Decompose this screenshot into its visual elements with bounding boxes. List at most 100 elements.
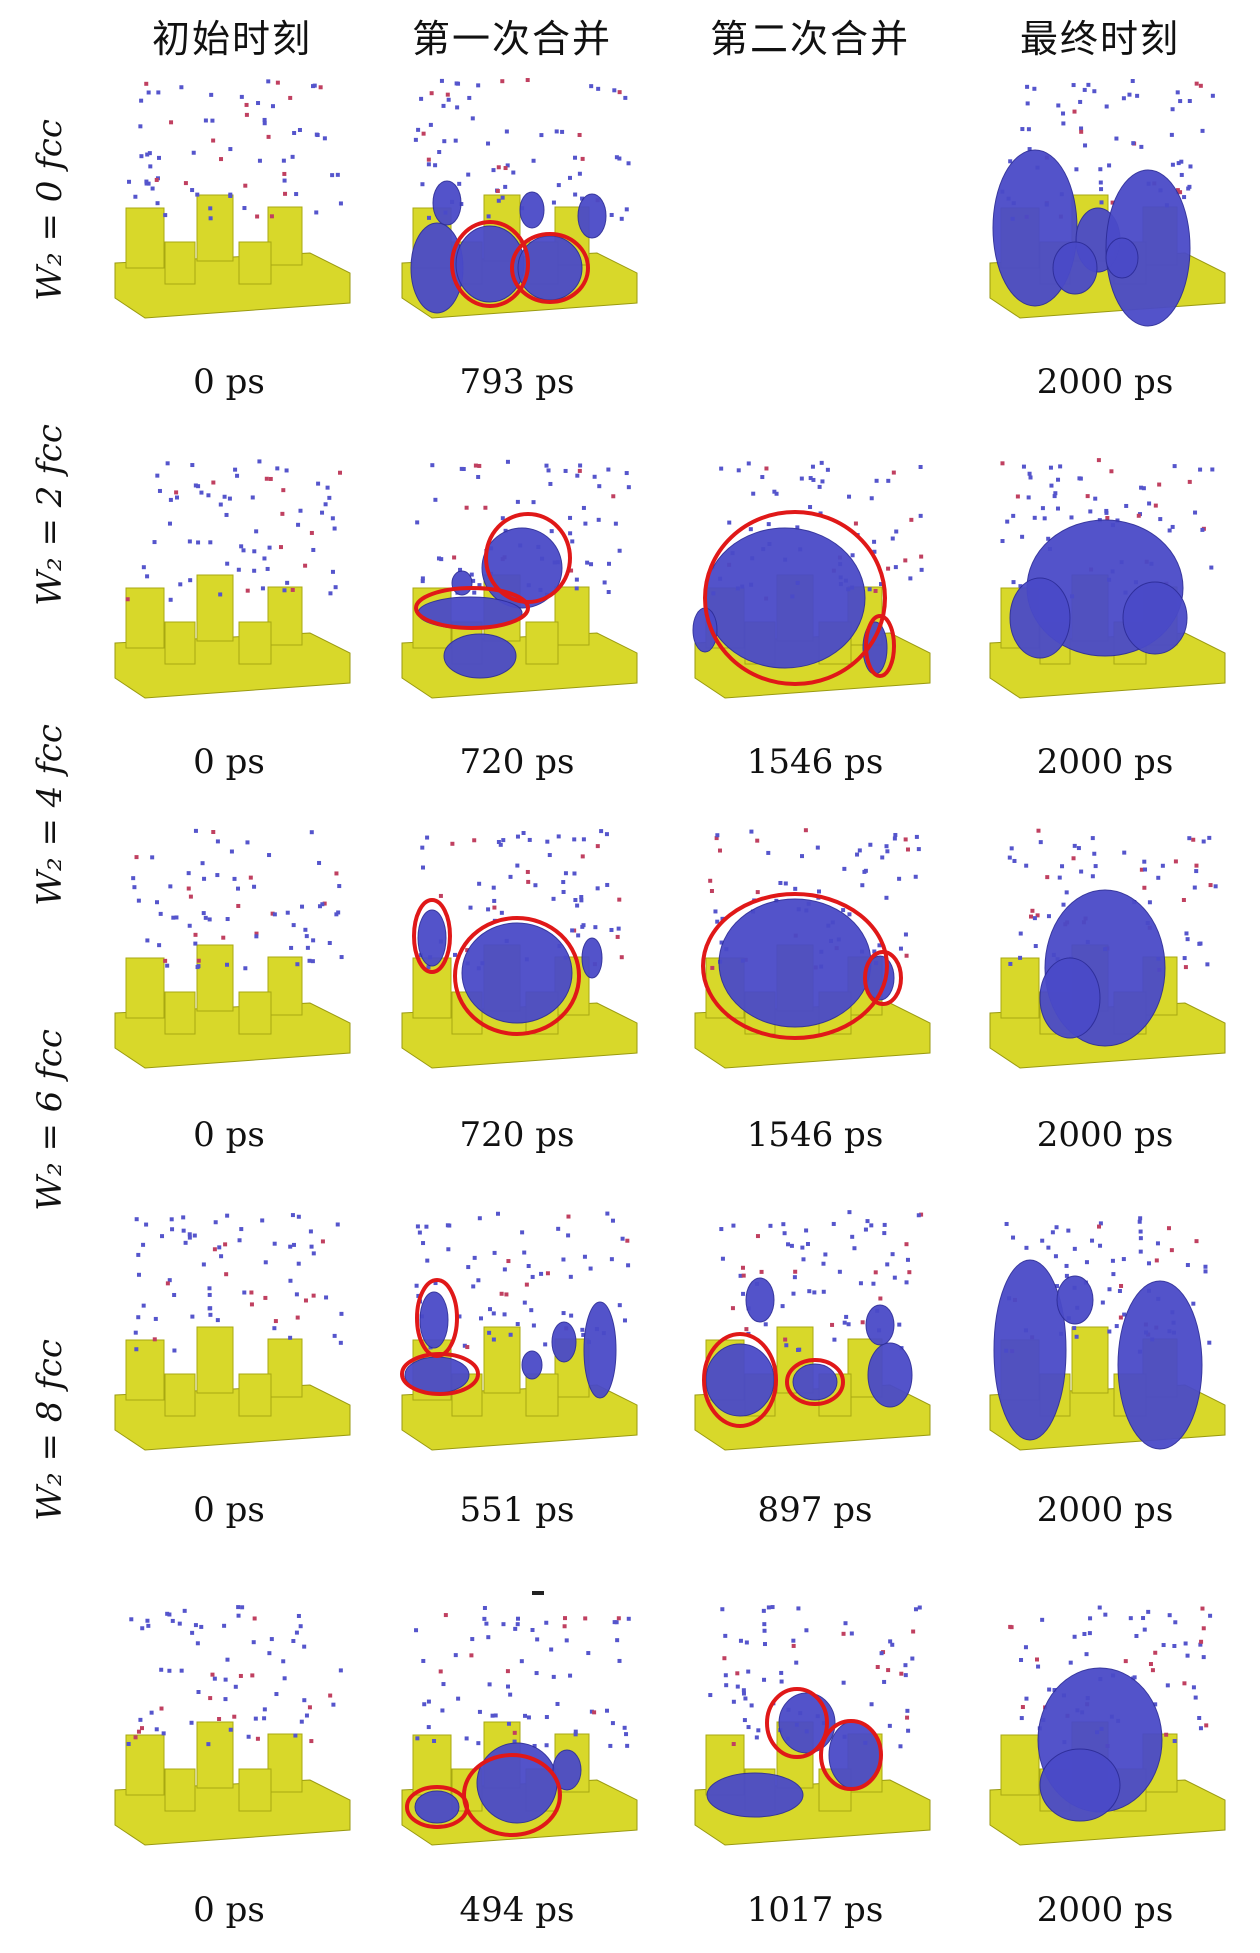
gas-atom <box>592 474 597 479</box>
gas-atom <box>847 912 852 917</box>
gas-atom <box>617 90 622 95</box>
snapshot-r2-c0 <box>105 818 355 1088</box>
gas-atom <box>515 834 520 839</box>
gas-atom <box>248 875 253 880</box>
gas-atom <box>1086 82 1091 87</box>
gas-atom <box>145 574 150 579</box>
snapshot-r2-c2 <box>685 818 935 1088</box>
cluster-blob <box>792 1363 838 1401</box>
gas-atom <box>763 1322 768 1327</box>
gas-atom <box>270 104 275 109</box>
gas-atom <box>496 198 501 203</box>
gas-atom <box>841 1631 846 1636</box>
gas-atom <box>285 580 290 585</box>
gas-atom <box>1090 836 1095 841</box>
gas-atom <box>208 206 213 211</box>
column-header-first-merge: 第一次合并 <box>411 17 612 61</box>
gas-atom <box>138 1717 143 1722</box>
gas-atom <box>288 1335 293 1340</box>
gas-atom <box>177 1621 182 1626</box>
gas-atom <box>793 1269 798 1274</box>
time-r3-c2: 897 ps <box>757 1490 873 1530</box>
merge-highlight-ring <box>765 1687 829 1759</box>
gas-atom <box>755 838 760 843</box>
gas-atom <box>735 1684 740 1689</box>
gas-atom <box>208 216 213 221</box>
gas-atom <box>715 919 720 924</box>
gas-atom <box>187 539 192 544</box>
gas-atom <box>1198 1726 1203 1731</box>
gas-atom <box>186 886 191 891</box>
gas-atom <box>1054 1225 1059 1230</box>
gas-atom <box>1147 501 1152 506</box>
gas-atom <box>515 1622 520 1627</box>
time-r1-c2: 1546 ps <box>746 742 884 782</box>
gas-atom <box>573 192 578 197</box>
gas-atom <box>764 466 769 471</box>
gas-atom <box>1015 494 1020 499</box>
gas-atom <box>211 480 216 485</box>
gas-atom <box>913 1607 918 1612</box>
gas-atom <box>1052 1688 1057 1693</box>
gas-atom <box>508 1692 513 1697</box>
gas-atom <box>567 175 572 180</box>
gas-atom <box>1213 884 1218 889</box>
gas-atom <box>502 1267 507 1272</box>
gas-atom <box>614 155 619 160</box>
gas-atom <box>132 885 137 890</box>
gas-atom <box>469 1653 474 1658</box>
gas-atom <box>187 1235 192 1240</box>
column-header-second-merge: 第二次合并 <box>709 17 910 61</box>
snapshot-r2-c1 <box>392 818 642 1088</box>
gas-atom <box>179 1668 184 1673</box>
gas-atom <box>281 158 286 163</box>
gas-atom <box>844 1314 849 1319</box>
gas-atom <box>882 1231 887 1236</box>
gas-atom <box>218 502 223 507</box>
gas-atom <box>1161 1643 1166 1648</box>
gas-atom <box>794 1660 799 1665</box>
gas-atom <box>1100 1300 1105 1305</box>
gas-atom <box>272 912 277 917</box>
gas-atom <box>625 1743 630 1748</box>
gas-atom <box>1045 875 1050 880</box>
gas-atom <box>330 569 335 574</box>
gas-atom <box>253 1716 258 1721</box>
gas-atom <box>254 934 259 939</box>
gas-atom <box>147 151 152 156</box>
gas-atom <box>609 1257 614 1262</box>
gas-atom <box>724 1683 729 1688</box>
gas-atom <box>452 555 457 560</box>
gas-atom <box>783 881 788 886</box>
gas-atom <box>1141 1616 1146 1621</box>
gas-atom <box>1087 1631 1092 1636</box>
gas-atom <box>1098 1243 1103 1248</box>
gas-atom <box>551 200 556 205</box>
time-r2-c2: 1546 ps <box>746 1115 884 1155</box>
gas-atom <box>201 911 206 916</box>
gas-atom <box>141 565 146 570</box>
gas-atom <box>433 497 438 502</box>
cluster-blob <box>867 1342 913 1408</box>
gas-atom <box>338 1340 343 1345</box>
substrate-island <box>412 1734 452 1796</box>
gas-atom <box>314 132 319 137</box>
snapshot-r3-c1 <box>392 1200 642 1470</box>
gas-atom <box>1114 1324 1119 1329</box>
gas-atom <box>291 1638 296 1643</box>
gas-atom <box>1157 482 1162 487</box>
gas-atom <box>168 884 173 889</box>
gas-atom <box>783 1337 788 1342</box>
gas-atom <box>1142 859 1147 864</box>
gas-atom <box>1188 164 1193 169</box>
gas-atom <box>487 1682 492 1687</box>
gas-atom <box>872 539 877 544</box>
gas-atom <box>251 1640 256 1645</box>
gas-atom <box>918 513 923 518</box>
gas-atom <box>755 1234 760 1239</box>
gas-atom <box>746 461 751 466</box>
gas-atom <box>289 945 294 950</box>
gas-atom <box>1046 1245 1051 1250</box>
time-r0-c1: 793 ps <box>459 362 575 402</box>
gas-atom <box>200 861 205 866</box>
